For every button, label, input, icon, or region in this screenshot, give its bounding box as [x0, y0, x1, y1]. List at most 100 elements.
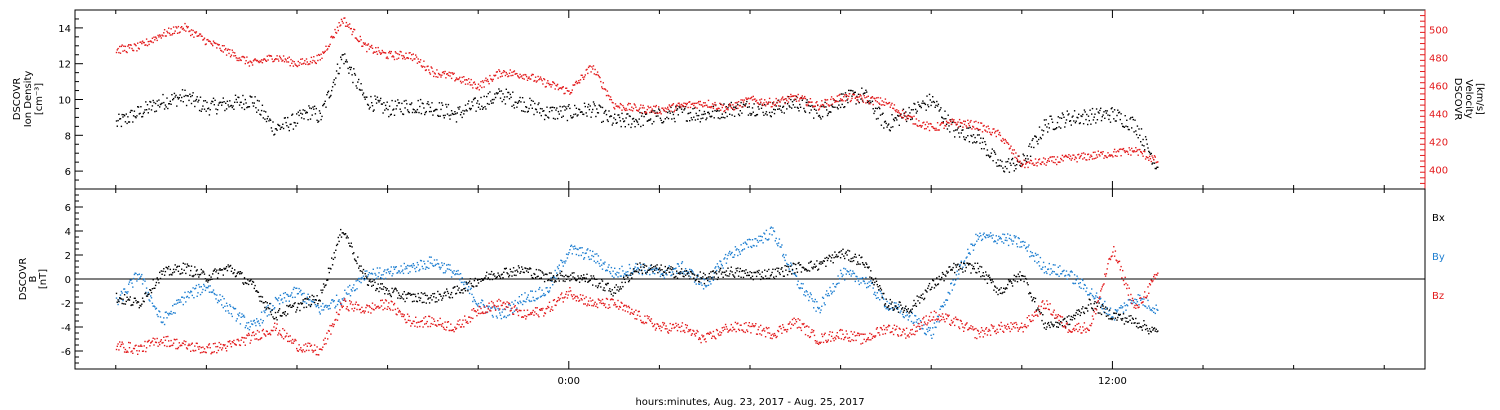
by-point: [337, 300, 339, 302]
bx-point: [118, 300, 120, 303]
velocity-point: [483, 86, 485, 88]
density-point: [962, 129, 964, 131]
bx-point: [845, 251, 847, 253]
density-point: [563, 105, 565, 107]
density-point: [446, 106, 448, 108]
velocity-point: [728, 105, 730, 107]
velocity-point: [212, 40, 215, 42]
velocity-point: [133, 43, 136, 45]
velocity-point: [380, 52, 383, 54]
velocity-point: [308, 63, 310, 65]
velocity-point: [1128, 147, 1130, 149]
bx-point: [852, 260, 855, 262]
velocity-point: [574, 81, 577, 84]
by-point: [542, 294, 544, 297]
by-point: [787, 264, 790, 266]
density-point: [765, 111, 768, 113]
velocity-point: [1146, 156, 1148, 159]
by-point: [742, 249, 744, 251]
velocity-point: [529, 78, 531, 80]
density-point: [476, 102, 478, 104]
density-point: [770, 115, 772, 118]
density-point: [549, 107, 551, 109]
velocity-point: [649, 111, 651, 114]
velocity-point: [630, 109, 632, 111]
bx-point: [374, 281, 376, 284]
velocity-point: [343, 17, 345, 19]
velocity-point: [252, 60, 255, 62]
velocity-point: [511, 71, 513, 73]
bx-point: [768, 268, 770, 271]
velocity-point: [649, 106, 652, 108]
bx-point: [877, 286, 879, 288]
velocity-point: [243, 56, 246, 59]
bx-point: [527, 271, 529, 273]
by-point: [315, 305, 317, 308]
bx-point: [160, 270, 162, 272]
density-point: [367, 104, 370, 106]
bx-point: [387, 293, 389, 295]
density-point: [944, 110, 946, 112]
density-point: [914, 103, 916, 105]
density-point: [254, 96, 256, 98]
density-point: [880, 124, 883, 126]
by-point: [879, 299, 881, 301]
density-point: [690, 117, 693, 119]
by-point: [1038, 261, 1040, 263]
bx-point: [151, 288, 154, 290]
bx-point: [462, 292, 464, 294]
bx-point: [546, 273, 548, 276]
bx-point: [459, 292, 462, 294]
by-point: [583, 258, 585, 260]
by-point: [1075, 279, 1077, 281]
bx-point: [207, 281, 209, 283]
density-point: [129, 111, 131, 113]
bx-point: [380, 283, 382, 285]
by-point: [738, 251, 741, 253]
density-point: [379, 99, 381, 102]
by-point: [543, 294, 546, 297]
density-point: [200, 110, 202, 112]
by-point: [397, 270, 400, 272]
velocity-point: [627, 104, 629, 106]
by-point: [502, 308, 504, 311]
velocity-point: [625, 107, 627, 110]
velocity-point: [307, 63, 309, 66]
density-point: [1068, 113, 1070, 115]
bx-point: [563, 275, 565, 278]
density-point: [344, 61, 347, 63]
velocity-point: [901, 109, 904, 112]
velocity-point: [485, 77, 487, 79]
velocity-point: [397, 53, 399, 55]
by-point: [913, 321, 915, 324]
density-point: [448, 114, 450, 117]
velocity-point: [122, 50, 124, 52]
bx-point: [406, 297, 408, 299]
velocity-point: [848, 93, 851, 95]
density-point: [291, 113, 294, 115]
bx-point: [435, 297, 437, 299]
bx-point: [301, 302, 304, 305]
bx-point: [549, 279, 551, 282]
by-point: [955, 274, 958, 276]
density-point: [1138, 128, 1140, 130]
by-point: [162, 321, 164, 323]
bx-point: [344, 233, 346, 236]
velocity-point: [1052, 161, 1055, 164]
by-point: [512, 312, 514, 314]
by-point: [925, 333, 927, 336]
by-point: [486, 311, 488, 314]
density-point: [701, 113, 703, 116]
density-point: [993, 150, 995, 152]
velocity-point: [912, 123, 914, 125]
velocity-point: [633, 103, 635, 105]
density-point: [752, 111, 754, 113]
density-point: [1016, 164, 1018, 166]
density-point: [425, 110, 427, 113]
velocity-point: [660, 113, 662, 115]
bx-point: [616, 289, 618, 291]
by-point: [383, 270, 385, 273]
bx-point: [376, 288, 379, 290]
density-point: [758, 108, 760, 110]
velocity-point: [225, 54, 228, 56]
